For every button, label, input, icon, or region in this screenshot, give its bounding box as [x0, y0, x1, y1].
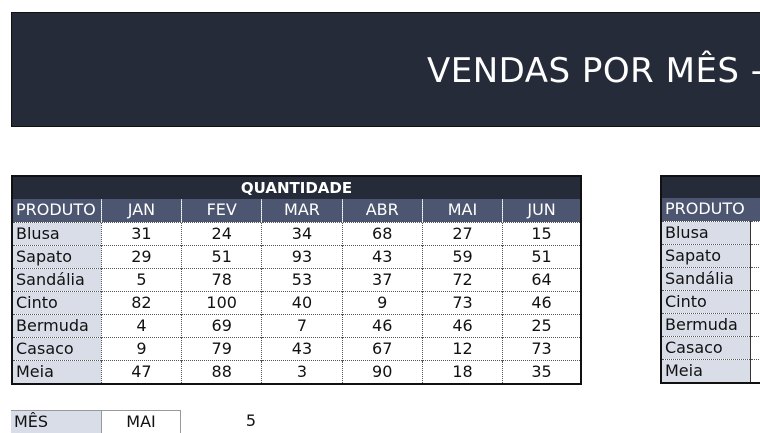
product-cell[interactable]: Casaco — [12, 336, 102, 360]
quantity-cell[interactable]: 69 — [181, 313, 262, 337]
quantity-cell[interactable]: 88 — [181, 359, 262, 384]
product-cell[interactable]: Blusa — [661, 220, 750, 244]
quantity-cell[interactable]: 3 — [261, 359, 343, 384]
quantity-cell[interactable]: 67 — [341, 336, 423, 360]
quantity-cell[interactable]: 43 — [341, 244, 423, 268]
value-cell[interactable] — [749, 266, 760, 290]
quantity-cell[interactable]: 15 — [502, 221, 581, 245]
quantity-cell[interactable]: 47 — [100, 359, 182, 384]
value-cell[interactable] — [749, 312, 760, 336]
quantity-cell[interactable]: 43 — [261, 336, 343, 360]
quantity-cell[interactable]: 46 — [421, 313, 503, 337]
quantity-cell[interactable]: 90 — [341, 359, 423, 384]
value-cell[interactable] — [749, 289, 760, 313]
quantity-cell[interactable]: 31 — [100, 221, 182, 245]
quantity-cell[interactable]: 34 — [261, 221, 343, 245]
title-banner: VENDAS POR MÊS - — [11, 12, 760, 127]
table-row: Meia — [661, 358, 760, 383]
quantity-cell[interactable]: 51 — [502, 244, 581, 268]
quantity-cell[interactable]: 7 — [261, 313, 343, 337]
quantity-cell[interactable]: 29 — [100, 244, 182, 268]
product-cell[interactable]: Cinto — [12, 290, 102, 314]
table-row: Meia 47 88 3 90 18 35 — [12, 359, 581, 384]
quantity-cell[interactable]: 73 — [502, 336, 581, 360]
month-label: MÊS — [11, 410, 101, 433]
table-row: Blusa 31 24 34 68 27 15 — [12, 221, 581, 245]
quantity-cell[interactable]: 12 — [421, 336, 503, 360]
second-table-title-bar — [661, 176, 760, 198]
value-cell[interactable] — [749, 220, 760, 244]
column-header-mar: MAR — [261, 199, 343, 222]
column-header-fev: FEV — [181, 199, 262, 222]
quantity-cell[interactable]: 35 — [502, 359, 581, 384]
quantity-cell[interactable]: 64 — [502, 267, 581, 291]
quantity-cell[interactable]: 4 — [100, 313, 182, 337]
table-row: Sapato 29 51 93 43 59 51 — [12, 244, 581, 268]
quantity-cell[interactable]: 79 — [181, 336, 262, 360]
quantity-cell[interactable]: 24 — [181, 221, 262, 245]
product-cell[interactable]: Sandália — [12, 267, 102, 291]
table-row: Casaco 9 79 43 67 12 73 — [12, 336, 581, 360]
table-row: Cinto — [661, 289, 760, 313]
product-cell[interactable]: Sandália — [661, 266, 750, 290]
product-cell[interactable]: Blusa — [12, 221, 102, 245]
product-cell[interactable]: Sapato — [661, 243, 750, 267]
page-title: VENDAS POR MÊS - — [427, 51, 760, 91]
quantity-cell[interactable]: 9 — [100, 336, 182, 360]
column-header-mai: MAI — [421, 199, 503, 222]
table-row: Bermuda — [661, 312, 760, 336]
column-header-abr: ABR — [341, 199, 423, 222]
product-cell[interactable]: Bermuda — [661, 312, 750, 336]
quantity-cell[interactable]: 51 — [181, 244, 262, 268]
quantity-cell[interactable]: 93 — [261, 244, 343, 268]
quantity-table-title: QUANTIDADE — [12, 176, 581, 199]
value-cell[interactable] — [749, 358, 760, 383]
quantity-cell[interactable]: 46 — [341, 313, 423, 337]
quantity-cell[interactable]: 68 — [341, 221, 423, 245]
quantity-cell[interactable]: 53 — [261, 267, 343, 291]
quantity-cell[interactable]: 72 — [421, 267, 503, 291]
table-row: Sandália — [661, 266, 760, 290]
quantity-cell[interactable]: 5 — [100, 267, 182, 291]
quantity-cell[interactable]: 73 — [421, 290, 503, 314]
quantity-cell[interactable]: 46 — [502, 290, 581, 314]
product-cell[interactable]: Cinto — [661, 289, 750, 313]
quantity-cell[interactable]: 18 — [421, 359, 503, 384]
second-table: PRODUTO Blusa Sapato Sandália Cinto Bermuda C… — [660, 175, 760, 384]
product-cell[interactable]: Bermuda — [12, 313, 102, 337]
quantity-cell[interactable]: 9 — [341, 290, 423, 314]
quantity-cell[interactable]: 40 — [261, 290, 343, 314]
table-row: Blusa — [661, 220, 760, 244]
column-header-produto: PRODUTO — [12, 199, 102, 222]
value-cell[interactable] — [749, 335, 760, 359]
table-row: Casaco — [661, 335, 760, 359]
quantity-cell[interactable]: 78 — [181, 267, 262, 291]
table-row: Bermuda 4 69 7 46 46 25 — [12, 313, 581, 337]
month-select-cell[interactable]: MAI — [101, 410, 181, 433]
quantity-cell[interactable]: 82 — [100, 290, 182, 314]
product-cell[interactable]: Casaco — [661, 335, 750, 359]
quantity-cell[interactable]: 25 — [502, 313, 581, 337]
table-row: Sapato — [661, 243, 760, 267]
quantity-table: QUANTIDADE PRODUTO JAN FEV MAR ABR MAI JUN Blu… — [11, 175, 582, 385]
quantity-cell[interactable]: 37 — [341, 267, 423, 291]
column-header-jan: JAN — [100, 199, 182, 222]
table-row: Cinto 82 100 40 9 73 46 — [12, 290, 581, 314]
product-cell[interactable]: Sapato — [12, 244, 102, 268]
product-cell[interactable]: Meia — [12, 359, 102, 384]
quantity-cell[interactable]: 59 — [421, 244, 503, 268]
table-row: Sandália 5 78 53 37 72 64 — [12, 267, 581, 291]
product-cell[interactable]: Meia — [661, 358, 750, 383]
month-index-cell[interactable]: 5 — [245, 411, 257, 430]
second-table-product-header: PRODUTO — [661, 198, 760, 221]
quantity-cell[interactable]: 100 — [181, 290, 262, 314]
column-header-jun: JUN — [502, 199, 581, 222]
value-cell[interactable] — [749, 243, 760, 267]
quantity-cell[interactable]: 27 — [421, 221, 503, 245]
